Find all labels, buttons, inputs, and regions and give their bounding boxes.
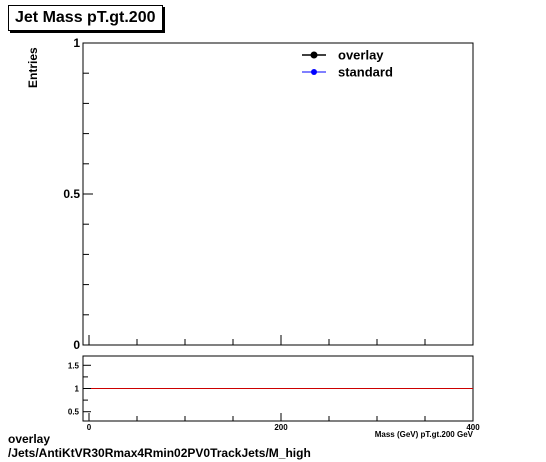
ratio-x-tick-label: 200: [274, 423, 288, 432]
legend-marker-overlay: [310, 51, 318, 59]
ratio-y-tick-label: 0.5: [68, 408, 80, 417]
chart-title: Jet Mass pT.gt.200: [8, 5, 163, 31]
legend-marker-standard: [311, 69, 317, 75]
ratio-y-tick-label: 1: [75, 385, 80, 394]
main-plot-frame: [82, 42, 474, 346]
x-axis-label: Mass (GeV) pT.gt.200 GeV: [375, 430, 474, 439]
ratio-x-axis: 0 200 400: [87, 413, 480, 432]
legend: overlay standard: [302, 48, 393, 80]
legend-label-overlay: overlay: [338, 48, 384, 63]
legend-label-standard: standard: [338, 65, 393, 80]
footer-path: /Jets/AntiKtVR30Rmax4Rmin02PV0TrackJets/…: [8, 446, 311, 460]
ratio-x-tick-label: 0: [87, 423, 92, 432]
main-y-tick-label: 0.5: [63, 187, 80, 201]
main-x-axis: [88, 335, 474, 345]
main-y-axis: 00.51: [63, 36, 93, 352]
ratio-y-tick-label: 1.5: [68, 361, 80, 370]
main-y-tick-label: 0: [73, 338, 80, 352]
y-axis-label: Entries: [26, 47, 40, 88]
ratio-y-axis: 0.5 1 1.5: [68, 361, 91, 417]
ratio-x-tick-label: 400: [466, 423, 480, 432]
footer-label: overlay: [8, 432, 51, 446]
main-y-tick-label: 1: [73, 36, 80, 50]
